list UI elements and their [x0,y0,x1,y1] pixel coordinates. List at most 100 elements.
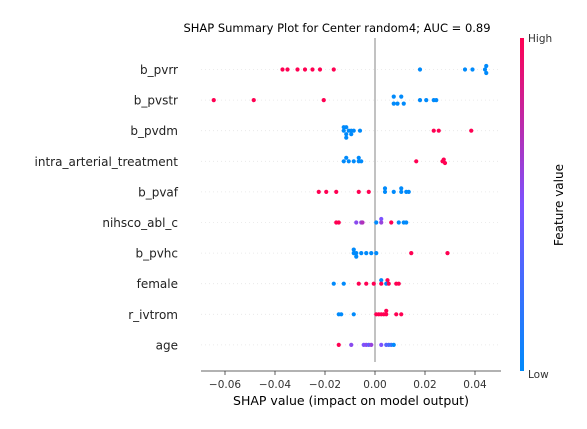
x-axis-ticks: −0.06 −0.04 −0.02 0.00 0.02 0.04 [209,371,487,391]
point-b_pvdm-11 [436,128,441,133]
colorbar-low-label: Low [528,369,549,381]
x-tick-label-4: 0.02 [413,379,436,391]
point-b_pvaf-3 [356,189,361,194]
x-tick-label-1: −0.04 [259,379,291,391]
point-female-2 [356,281,361,286]
point-intra_arterial_treatment-9 [441,157,446,162]
point-r_ivtrom-9 [394,312,399,317]
point-b_pvrr-2 [295,67,300,72]
point-female-1 [341,281,346,286]
point-female-9 [386,281,391,286]
point-intra_arterial_treatment-10 [442,160,448,166]
point-female-11 [396,281,401,286]
point-age-10 [391,342,396,347]
x-tick-label-3: 0.00 [363,379,386,391]
point-b_pvstr-11 [434,98,439,103]
point-b_pvstr-7 [401,101,406,106]
point-b_pvdm-6 [357,128,363,133]
point-intra_arterial_treatment-3 [346,159,351,164]
point-nihsco_abl_c-9 [396,220,401,225]
point-r_ivtrom-7 [384,308,389,313]
feature-rows [201,69,501,346]
point-intra_arterial_treatment-0 [344,155,349,160]
point-b_pvrr-9 [470,67,475,72]
feature-label-b_pvdm: b_pvdm [130,124,178,138]
point-b_pvhc-9 [445,251,450,256]
point-nihsco_abl_c-7 [379,220,384,225]
point-b_pvrr-6 [331,67,336,72]
point-b_pvstr-8 [417,98,423,103]
point-r_ivtrom-2 [351,312,356,317]
point-age-6 [379,342,384,347]
feature-label-female: female [137,277,178,291]
point-b_pvaf-7 [382,189,388,194]
point-b_pvstr-6 [399,94,404,99]
point-intra_arterial_treatment-7 [414,159,419,164]
point-b_pvstr-0 [211,98,216,103]
point-b_pvaf-9 [399,189,404,194]
point-intra_arterial_treatment-1 [356,155,361,160]
chart-title: SHAP Summary Plot for Center random4; AU… [183,21,490,35]
point-b_pvhc-2 [354,251,359,256]
point-b_pvrr-10 [482,67,488,72]
point-nihsco_abl_c-8 [389,220,394,225]
feature-label-r_ivtrom: r_ivtrom [128,308,178,322]
point-b_pvrr-7 [417,67,423,72]
feature-label-b_pvrr: b_pvrr [140,63,178,77]
feature-label-b_pvhc: b_pvhc [135,247,178,261]
point-r_ivtrom-8 [384,312,389,317]
feature-labels: b_pvrr b_pvstr b_pvdm intra_arterial_treatm… [35,63,179,352]
point-intra_arterial_treatment-2 [341,159,346,164]
point-b_pvrr-4 [310,67,315,72]
point-b_pvstr-2 [321,98,326,103]
colorbar [520,38,524,371]
point-b_pvaf-5 [382,186,388,191]
point-b_pvhc-3 [359,251,364,256]
point-b_pvhc-6 [374,251,379,256]
point-intra_arterial_treatment-6 [359,159,364,164]
point-b_pvdm-5 [351,128,356,133]
x-tick-label-0: −0.06 [209,379,241,391]
point-b_pvrr-12 [484,70,489,76]
feature-label-nihsco_abl_c: nihsco_abl_c [102,216,178,230]
point-b_pvdm-10 [431,128,436,133]
colorbar-high-label: High [528,33,552,45]
point-nihsco_abl_c-2 [354,220,359,225]
colorbar-title: Feature value [552,164,566,246]
point-b_pvrr-11 [484,63,489,69]
point-b_pvrr-8 [462,67,468,72]
point-nihsco_abl_c-6 [379,216,384,222]
point-b_pvstr-3 [391,94,396,99]
point-b_pvdm-8 [349,132,354,137]
point-b_pvaf-1 [324,189,329,194]
point-nihsco_abl_c-1 [336,220,341,225]
point-b_pvhc-4 [364,251,369,256]
point-b_pvhc-5 [369,251,374,256]
feature-label-b_pvaf: b_pvaf [138,185,179,199]
point-b_pvhc-8 [409,251,414,256]
feature-label-b_pvstr: b_pvstr [134,94,178,108]
point-age-0 [336,342,341,347]
point-b_pvrr-0 [280,67,285,72]
point-b_pvaf-8 [391,189,396,194]
point-b_pvstr-5 [395,101,400,106]
feature-label-intra_arterial_treatment: intra_arterial_treatment [35,155,179,169]
x-axis-label: SHAP value (impact on model output) [233,393,469,408]
point-female-0 [331,281,336,286]
point-b_pvdm-12 [469,128,474,133]
point-intra_arterial_treatment-4 [351,159,356,164]
point-b_pvaf-0 [316,189,321,194]
point-age-1 [349,342,354,347]
point-b_pvstr-4 [391,101,396,106]
point-b_pvdm-7 [344,132,349,137]
point-b_pvrr-3 [302,67,308,72]
point-nihsco_abl_c-5 [374,220,379,225]
x-tick-label-2: −0.02 [309,379,341,391]
point-female-6 [385,278,390,283]
point-b_pvdm-2 [341,128,346,133]
feature-label-age: age [156,338,178,352]
point-b_pvhc-7 [354,254,359,259]
point-r_ivtrom-10 [399,312,404,317]
point-b_pvhc-0 [351,247,356,252]
point-b_pvaf-11 [406,189,411,194]
